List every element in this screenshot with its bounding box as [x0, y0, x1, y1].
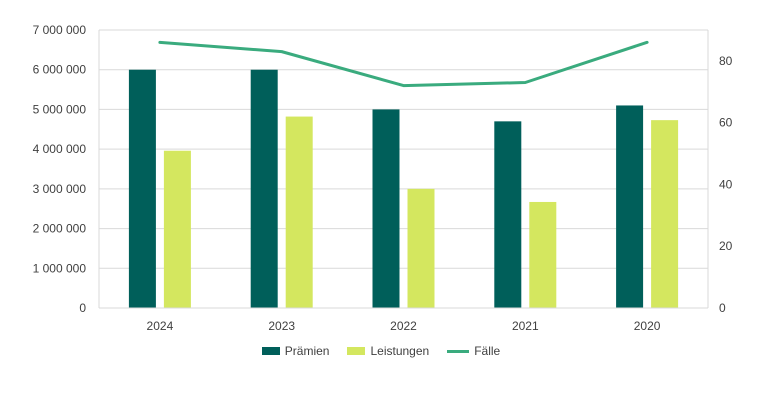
bar-praemien: [372, 109, 400, 308]
bars: [128, 69, 679, 308]
y-tick-label: 5 000 000: [33, 102, 87, 116]
bar-praemien: [616, 105, 644, 308]
y-tick-label: 2 000 000: [33, 222, 87, 236]
bar-praemien: [128, 69, 156, 308]
y-tick-label: 1 000 000: [33, 261, 87, 275]
y2-tick-label: 20: [719, 239, 733, 253]
legend: Prämien Leistungen Fälle: [0, 344, 762, 358]
x-tick-label: 2023: [268, 319, 295, 333]
bar-leistungen: [285, 116, 313, 308]
legend-swatch-leistungen: [347, 347, 366, 355]
bar-praemien: [250, 69, 278, 308]
gridlines: [99, 29, 708, 269]
x-axis: 2024 2023 2022 2021 2020: [99, 307, 708, 333]
y2-tick-label: 0: [719, 301, 726, 315]
x-tick-label: 2022: [390, 319, 417, 333]
bar-leistungen: [163, 150, 191, 308]
x-tick-label: 2021: [512, 319, 539, 333]
y2-tick-label: 80: [719, 54, 733, 68]
legend-label-faelle: Fälle: [474, 344, 501, 358]
y-tick-label: 4 000 000: [33, 142, 87, 156]
legend-swatch-faelle: [447, 349, 470, 353]
legend-item-faelle: Fälle: [447, 344, 500, 358]
x-tick-label: 2020: [634, 319, 661, 333]
legend-label-leistungen: Leistungen: [370, 344, 430, 358]
bar-leistungen: [407, 188, 435, 308]
y-tick-label: 0: [79, 301, 86, 315]
y-tick-label: 7 000 000: [33, 23, 87, 37]
x-tick-label: 2024: [147, 319, 174, 333]
bar-leistungen: [651, 120, 679, 308]
right-axis: 0 20 40 60 80: [707, 30, 733, 315]
y2-tick-label: 60: [719, 116, 733, 130]
left-axis: 0 1 000 000 2 000 000 3 000 000 4 000 000 5 0…: [33, 23, 100, 315]
legend-label-praemien: Prämien: [284, 344, 330, 358]
legend-item-praemien: Prämien: [261, 344, 330, 358]
legend-swatch-praemien: [261, 347, 280, 355]
legend-item-leistungen: Leistungen: [347, 344, 429, 358]
y2-tick-label: 40: [719, 177, 733, 191]
bar-praemien: [494, 121, 522, 308]
bar-leistungen: [529, 201, 557, 308]
y-tick-label: 6 000 000: [33, 63, 87, 77]
line-faelle: [158, 40, 649, 88]
y-tick-label: 3 000 000: [33, 182, 87, 196]
line-series: [158, 40, 649, 88]
